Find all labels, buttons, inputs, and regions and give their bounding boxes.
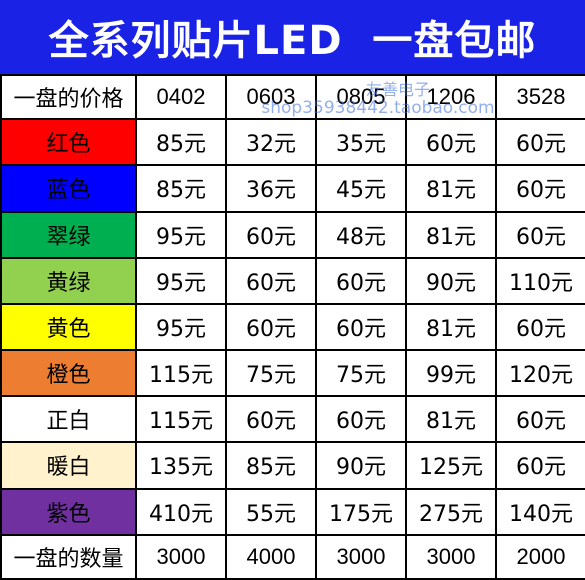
color-label: 蓝色 (0, 164, 137, 213)
price-cell: 81元 (405, 395, 497, 444)
price-cell: 32元 (225, 118, 317, 167)
table-row: 黄绿 95元 60元 60元 90元 110元 (0, 256, 585, 305)
price-cell: 60元 (495, 302, 585, 352)
table-row: 暖白 135元 85元 90元 125元 60元 (0, 441, 585, 490)
price-cell: 90元 (315, 441, 407, 490)
size-header-1206: 1206 (405, 73, 497, 121)
price-cell: 110元 (495, 256, 585, 305)
quantity-cell: 3000 (405, 533, 497, 580)
price-cell: 140元 (495, 487, 585, 536)
price-cell: 175元 (315, 487, 407, 536)
price-cell: 135元 (135, 441, 227, 490)
color-label: 紫色 (0, 487, 137, 536)
price-cell: 85元 (135, 164, 227, 213)
size-header-0603: 0603 (225, 73, 317, 121)
price-cell: 95元 (135, 210, 227, 259)
price-cell: 75元 (225, 349, 317, 398)
size-header-3528: 3528 (495, 73, 585, 121)
quantity-cell: 3000 (135, 533, 227, 580)
price-cell: 90元 (405, 256, 497, 305)
price-cell: 275元 (405, 487, 497, 536)
price-cell: 120元 (495, 349, 585, 398)
price-header-label: 一盘的价格 (0, 73, 137, 121)
price-cell: 60元 (405, 118, 497, 167)
size-header-0805: 0805 (315, 73, 407, 121)
table-row: 正白 115元 60元 60元 81元 60元 (0, 395, 585, 444)
price-cell: 95元 (135, 302, 227, 352)
quantity-row: 一盘的数量 3000 4000 3000 3000 2000 (0, 533, 585, 580)
quantity-cell: 4000 (225, 533, 317, 580)
price-cell: 81元 (405, 210, 497, 259)
price-cell: 60元 (225, 395, 317, 444)
price-cell: 60元 (315, 256, 407, 305)
price-cell: 36元 (225, 164, 317, 213)
price-cell: 81元 (405, 302, 497, 352)
table-row: 红色 85元 32元 35元 60元 60元 (0, 118, 585, 167)
table-header-row: 一盘的价格 0402 0603 0805 1206 3528 (0, 73, 585, 121)
price-cell: 81元 (405, 164, 497, 213)
color-label: 翠绿 (0, 210, 137, 259)
price-cell: 60元 (495, 441, 585, 490)
size-header-0402: 0402 (135, 73, 227, 121)
price-cell: 115元 (135, 395, 227, 444)
price-cell: 35元 (315, 118, 407, 167)
price-cell: 60元 (495, 164, 585, 213)
color-label: 橙色 (0, 349, 137, 398)
price-cell: 60元 (315, 302, 407, 352)
price-cell: 60元 (315, 395, 407, 444)
price-cell: 60元 (225, 256, 317, 305)
table-row: 紫色 410元 55元 175元 275元 140元 (0, 487, 585, 536)
price-cell: 85元 (225, 441, 317, 490)
table-row: 翠绿 95元 60元 48元 81元 60元 (0, 210, 585, 259)
price-cell: 95元 (135, 256, 227, 305)
table-row: 蓝色 85元 36元 45元 81元 60元 (0, 164, 585, 213)
color-label: 红色 (0, 118, 137, 167)
quantity-label: 一盘的数量 (0, 533, 137, 580)
price-cell: 60元 (495, 210, 585, 259)
price-cell: 45元 (315, 164, 407, 213)
price-cell: 60元 (495, 395, 585, 444)
price-cell: 60元 (225, 302, 317, 352)
banner-title: 全系列贴片LED 一盘包邮 (0, 0, 585, 74)
color-label: 黄绿 (0, 256, 137, 305)
quantity-cell: 3000 (315, 533, 407, 580)
price-cell: 115元 (135, 349, 227, 398)
price-cell: 410元 (135, 487, 227, 536)
table-row: 橙色 115元 75元 75元 99元 120元 (0, 349, 585, 398)
color-label: 黄色 (0, 302, 137, 352)
price-cell: 60元 (225, 210, 317, 259)
price-cell: 85元 (135, 118, 227, 167)
price-cell: 75元 (315, 349, 407, 398)
quantity-cell: 2000 (495, 533, 585, 580)
table-row: 黄色 95元 60元 60元 81元 60元 (0, 302, 585, 352)
price-cell: 60元 (495, 118, 585, 167)
color-label: 正白 (0, 395, 137, 444)
price-cell: 99元 (405, 349, 497, 398)
price-cell: 55元 (225, 487, 317, 536)
price-cell: 48元 (315, 210, 407, 259)
price-table: 一盘的价格 0402 0603 0805 1206 3528 红色 85元 32元 3… (0, 73, 585, 580)
price-cell: 125元 (405, 441, 497, 490)
color-label: 暖白 (0, 441, 137, 490)
